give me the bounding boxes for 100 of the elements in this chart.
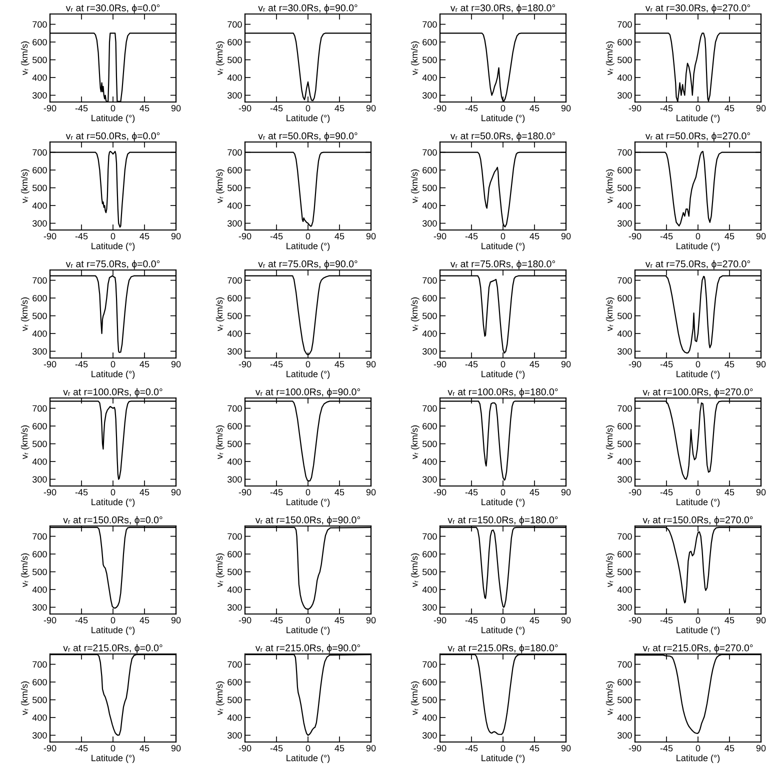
y-axis-title: vᵣ (km/s)	[410, 169, 420, 204]
x-tick-label: 0	[306, 105, 310, 112]
x-tick-label: -90	[238, 361, 252, 368]
y-tick-label: 600	[32, 423, 47, 430]
x-tick-label: 0	[696, 361, 700, 368]
x-tick-label: 0	[110, 489, 116, 496]
y-tick-label: 600	[422, 423, 437, 430]
y-tick-label: 500	[618, 696, 632, 704]
y-tick-label: 300	[618, 732, 632, 739]
x-tick-label: -45	[660, 105, 673, 112]
x-tick-label: 0	[500, 105, 506, 112]
x-tick-label: 90	[756, 489, 766, 496]
x-tick-label: 45	[334, 745, 344, 752]
chart-title: vᵣ at r=30.0Rs, ϕ=270.0°	[645, 4, 750, 14]
y-tick-label: 500	[618, 312, 632, 320]
x-tick-label: 45	[530, 105, 540, 112]
x-tick-label: -90	[434, 105, 446, 112]
y-axis-title: vᵣ (km/s)	[216, 553, 224, 588]
x-axis-title: Latitude (°)	[482, 242, 525, 251]
chart-title: vᵣ at r=215.0Rs, ϕ=0.0°	[63, 644, 162, 654]
y-tick-label: 500	[618, 568, 632, 576]
x-tick-label: 0	[696, 745, 700, 752]
x-tick-label: 45	[530, 233, 540, 240]
x-axis-title: Latitude (°)	[676, 626, 720, 635]
y-axis-title: vᵣ (km/s)	[20, 169, 30, 204]
x-tick-label: 45	[334, 105, 344, 112]
x-tick-label: 0	[500, 361, 506, 368]
y-tick-label: 700	[228, 661, 242, 668]
x-tick-label: -45	[75, 745, 88, 752]
x-tick-label: 90	[561, 361, 571, 368]
x-axis-title: Latitude (°)	[92, 114, 135, 123]
x-tick-label: -90	[628, 233, 642, 240]
y-tick-label: 500	[32, 440, 47, 448]
y-tick-label: 300	[228, 732, 242, 739]
x-axis-title: Latitude (°)	[92, 626, 135, 635]
x-tick-label: -45	[465, 233, 478, 240]
x-tick-label: 45	[334, 617, 344, 624]
y-tick-label: 500	[422, 184, 437, 192]
y-tick-label: 600	[228, 679, 242, 686]
x-tick-label: 45	[334, 233, 344, 240]
y-axis-title: vᵣ (km/s)	[606, 41, 614, 76]
x-axis-title: Latitude (°)	[676, 242, 720, 251]
chart-title: vᵣ at r=30.0Rs, ϕ=90.0°	[258, 4, 358, 14]
y-axis-title: vᵣ (km/s)	[410, 297, 420, 332]
x-tick-label: 45	[530, 745, 540, 752]
y-tick-label: 600	[618, 423, 632, 430]
y-tick-label: 300	[422, 476, 437, 483]
x-tick-label: 90	[171, 617, 181, 624]
y-tick-label: 300	[228, 92, 242, 99]
x-tick-label: -90	[44, 233, 56, 240]
x-tick-label: -45	[75, 489, 88, 496]
y-axis-title: vᵣ (km/s)	[20, 553, 30, 588]
x-tick-label: -90	[628, 617, 642, 624]
y-tick-label: 700	[32, 405, 47, 412]
y-tick-label: 300	[618, 476, 632, 483]
y-tick-label: 400	[617, 202, 632, 209]
x-tick-label: 90	[756, 361, 766, 368]
x-tick-label: -45	[270, 617, 283, 624]
x-tick-label: 90	[171, 745, 181, 752]
y-tick-label: 700	[422, 21, 437, 28]
x-axis-title: Latitude (°)	[286, 754, 330, 763]
x-tick-label: 45	[530, 489, 540, 496]
x-tick-label: 90	[756, 233, 766, 240]
x-tick-label: 0	[696, 489, 700, 496]
y-tick-label: 500	[32, 56, 47, 64]
y-tick-label: 300	[228, 220, 242, 227]
y-axis-title: vᵣ (km/s)	[20, 41, 30, 76]
chart-title: vᵣ at r=30.0Rs, ϕ=180.0°	[450, 4, 555, 14]
y-tick-label: 700	[32, 21, 47, 28]
chart-title: vᵣ at r=215.0Rs, ϕ=90.0°	[255, 644, 360, 654]
x-tick-label: 0	[500, 745, 506, 752]
x-tick-label: 0	[110, 105, 116, 112]
y-tick-label: 600	[618, 679, 632, 686]
y-tick-label: 400	[422, 74, 437, 81]
x-tick-label: 0	[696, 617, 700, 624]
x-tick-label: -90	[238, 105, 252, 112]
x-axis-title: Latitude (°)	[286, 498, 330, 507]
y-tick-label: 300	[32, 348, 47, 355]
x-tick-label: 0	[110, 233, 116, 240]
chart-title: vᵣ at r=100.0Rs, ϕ=270.0°	[642, 388, 753, 398]
y-axis-title: vᵣ (km/s)	[216, 169, 224, 204]
chart-title: vᵣ at r=50.0Rs, ϕ=270.0°	[645, 132, 750, 142]
x-tick-label: -45	[270, 105, 283, 112]
x-tick-label: 90	[756, 745, 766, 752]
chart-title: vᵣ at r=100.0Rs, ϕ=0.0°	[63, 388, 162, 398]
y-axis-title: vᵣ (km/s)	[216, 297, 224, 332]
y-tick-label: 700	[228, 405, 242, 412]
x-tick-label: 0	[110, 617, 116, 624]
y-tick-label: 700	[228, 277, 242, 284]
y-tick-label: 600	[618, 551, 632, 558]
x-tick-label: -45	[75, 361, 88, 368]
x-tick-label: 0	[696, 105, 700, 112]
chart-title: vᵣ at r=215.0Rs, ϕ=180.0°	[448, 644, 558, 654]
x-tick-label: 0	[306, 361, 310, 368]
y-tick-label: 300	[32, 220, 47, 227]
y-tick-label: 300	[32, 476, 47, 483]
y-axis-title: vᵣ (km/s)	[20, 681, 30, 716]
x-axis-title: Latitude (°)	[92, 498, 135, 507]
y-tick-label: 400	[227, 714, 242, 721]
x-axis-title: Latitude (°)	[676, 754, 720, 763]
